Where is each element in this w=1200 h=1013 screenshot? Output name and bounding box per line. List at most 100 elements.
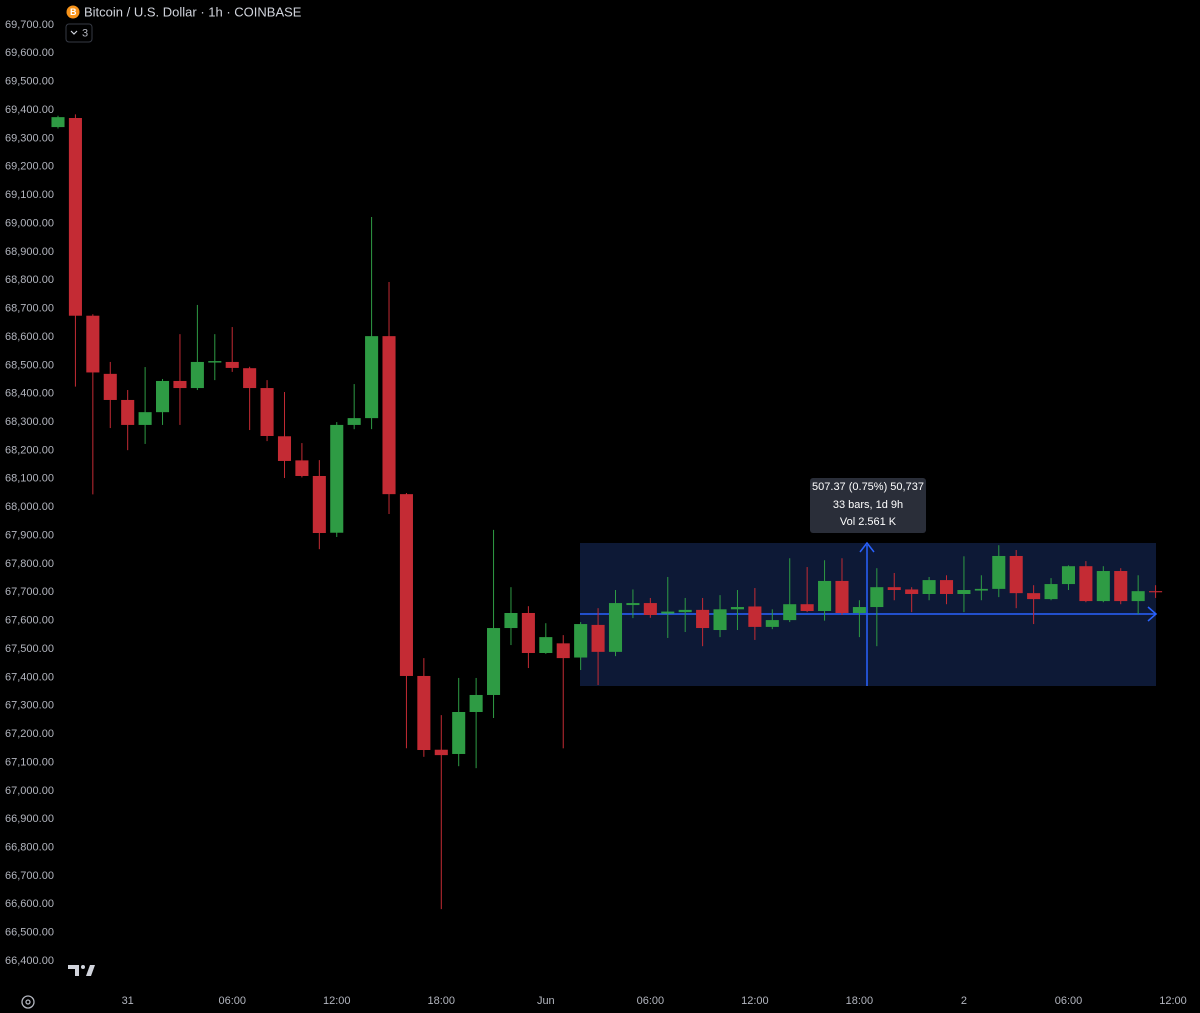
x-tick-label: Jun xyxy=(537,995,555,1007)
tv-logo xyxy=(68,965,95,976)
candle-body xyxy=(173,380,187,389)
candle-body xyxy=(608,603,623,652)
candle-body xyxy=(591,624,605,652)
candle-body xyxy=(574,624,588,658)
candle-body xyxy=(539,637,553,653)
y-tick-label: 68,300.00 xyxy=(5,416,54,428)
candle-body xyxy=(1096,571,1110,602)
y-tick-label: 68,400.00 xyxy=(5,388,54,400)
measure-tool xyxy=(580,541,1158,686)
candle-body xyxy=(992,555,1006,589)
y-tick-label: 68,900.00 xyxy=(5,246,54,258)
y-tick-label: 68,000.00 xyxy=(5,501,54,513)
y-tick-label: 67,400.00 xyxy=(5,671,54,683)
candle-body xyxy=(556,643,570,659)
x-tick-label: 18:00 xyxy=(846,995,874,1007)
y-tick-label: 68,800.00 xyxy=(5,274,54,286)
y-tick-label: 67,800.00 xyxy=(5,558,54,570)
y-tick-label: 69,300.00 xyxy=(5,132,54,144)
candle-body xyxy=(155,380,170,413)
candle-body xyxy=(1114,571,1128,602)
candle-body xyxy=(469,694,483,712)
y-tick-label: 66,500.00 xyxy=(5,927,54,939)
candle-body xyxy=(330,424,344,533)
y-tick-label: 69,100.00 xyxy=(5,189,54,201)
settings-icon[interactable] xyxy=(21,995,35,1009)
candle-body xyxy=(887,587,901,591)
x-tick-label: 06:00 xyxy=(637,995,665,1007)
logo-part xyxy=(81,965,85,969)
tooltip-line: Vol 2.561 K xyxy=(840,516,897,528)
candle-body xyxy=(626,603,640,606)
candle-body xyxy=(696,609,710,629)
x-tick-label: 06:00 xyxy=(218,995,246,1007)
candle-body xyxy=(51,117,65,128)
y-tick-label: 69,000.00 xyxy=(5,217,54,229)
y-tick-label: 66,900.00 xyxy=(5,813,54,825)
candle-body xyxy=(365,336,379,419)
candle-body xyxy=(521,612,535,653)
chart-title[interactable]: Bitcoin / U.S. Dollar · 1h · COINBASE xyxy=(84,4,302,19)
gear-center xyxy=(25,999,31,1005)
candle-body xyxy=(312,475,326,534)
candle-body xyxy=(86,315,100,373)
candle-body xyxy=(243,368,257,389)
y-tick-label: 67,900.00 xyxy=(5,529,54,541)
y-tick-label: 67,100.00 xyxy=(5,756,54,768)
candle-body xyxy=(225,361,239,368)
tooltip-line: 507.37 (0.75%) 50,737 xyxy=(812,481,924,493)
candle-body xyxy=(1149,591,1163,593)
y-tick-label: 68,600.00 xyxy=(5,331,54,343)
candle-body xyxy=(748,606,762,627)
candle-body xyxy=(68,118,82,316)
candle-body xyxy=(1027,593,1041,600)
y-tick-label: 66,400.00 xyxy=(5,955,54,967)
x-tick-label: 31 xyxy=(122,995,134,1007)
candle-body xyxy=(678,609,692,613)
candles xyxy=(51,114,1163,910)
candle-body xyxy=(730,607,744,610)
candle-body xyxy=(974,588,988,591)
x-tick-label: 12:00 xyxy=(323,995,351,1007)
y-tick-label: 67,600.00 xyxy=(5,615,54,627)
indicator-toggle[interactable] xyxy=(65,23,93,43)
y-tick-label: 67,500.00 xyxy=(5,643,54,655)
candle-body xyxy=(713,609,727,631)
candle-body xyxy=(800,604,814,612)
candle-body xyxy=(783,604,797,621)
gear xyxy=(21,995,35,1009)
measure-tooltip: 507.37 (0.75%) 50,737 33 bars, 1d 9h Vol… xyxy=(810,478,926,533)
candle-body xyxy=(121,399,135,425)
y-tick-label: 67,000.00 xyxy=(5,785,54,797)
candle-body xyxy=(818,580,832,612)
candle-body xyxy=(1079,566,1093,602)
y-tick-label: 68,200.00 xyxy=(5,444,54,456)
candle-body xyxy=(643,603,657,615)
tooltip-box xyxy=(810,478,926,533)
y-tick-label: 69,700.00 xyxy=(5,19,54,31)
y-tick-label: 68,700.00 xyxy=(5,303,54,315)
candle-body xyxy=(870,587,884,608)
chevron xyxy=(70,30,78,35)
candle-body xyxy=(452,711,466,754)
y-tick-label: 67,700.00 xyxy=(5,586,54,598)
y-tick-label: 69,400.00 xyxy=(5,104,54,116)
y-tick-label: 69,600.00 xyxy=(5,47,54,59)
y-tick-label: 67,300.00 xyxy=(5,700,54,712)
candle-body xyxy=(835,580,849,613)
x-tick-label: 12:00 xyxy=(1159,995,1187,1007)
candle-body xyxy=(417,675,431,751)
y-tick-label: 69,200.00 xyxy=(5,161,54,173)
y-tick-label: 68,100.00 xyxy=(5,473,54,485)
x-tick-label: 06:00 xyxy=(1055,995,1083,1007)
y-tick-label: 67,200.00 xyxy=(5,728,54,740)
candle-body xyxy=(504,612,518,629)
btc-icon-glyph: B xyxy=(70,7,77,17)
candle-body xyxy=(103,373,117,400)
candle-body xyxy=(399,494,413,676)
x-tick-label: 18:00 xyxy=(428,995,456,1007)
candle-body xyxy=(260,388,274,436)
candle-body xyxy=(1061,566,1076,585)
candle-body xyxy=(765,620,779,627)
